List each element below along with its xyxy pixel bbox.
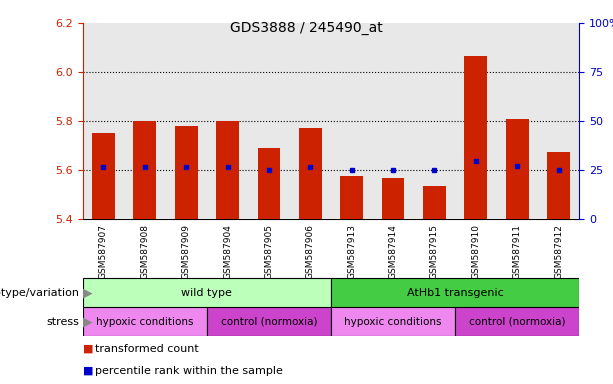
Bar: [216, 121, 239, 219]
Text: hypoxic conditions: hypoxic conditions: [96, 316, 194, 327]
Bar: [340, 176, 363, 219]
Text: hypoxic conditions: hypoxic conditions: [345, 316, 442, 327]
Bar: [547, 152, 570, 219]
Text: percentile rank within the sample: percentile rank within the sample: [95, 366, 283, 376]
Text: transformed count: transformed count: [95, 344, 199, 354]
Text: wild type: wild type: [181, 288, 232, 298]
Text: control (normoxia): control (normoxia): [469, 316, 565, 327]
Text: GSM587915: GSM587915: [430, 223, 439, 279]
Text: GDS3888 / 245490_at: GDS3888 / 245490_at: [230, 21, 383, 35]
Text: ▶: ▶: [83, 315, 93, 328]
Text: GSM587911: GSM587911: [512, 223, 522, 279]
Bar: [83, 307, 207, 336]
Bar: [299, 128, 322, 219]
Bar: [465, 56, 487, 219]
Bar: [257, 148, 280, 219]
Bar: [382, 179, 405, 219]
Bar: [506, 119, 528, 219]
Text: AtHb1 transgenic: AtHb1 transgenic: [407, 288, 503, 298]
Text: GSM587914: GSM587914: [389, 223, 398, 278]
Text: ■: ■: [83, 366, 93, 376]
Text: control (normoxia): control (normoxia): [221, 316, 317, 327]
Bar: [455, 307, 579, 336]
Bar: [134, 121, 156, 219]
Text: ▶: ▶: [83, 286, 93, 299]
Text: GSM587904: GSM587904: [223, 223, 232, 278]
Text: ■: ■: [83, 344, 93, 354]
Text: GSM587909: GSM587909: [181, 223, 191, 279]
Text: GSM587905: GSM587905: [264, 223, 273, 279]
Text: stress: stress: [47, 316, 80, 327]
Text: GSM587908: GSM587908: [140, 223, 150, 279]
Bar: [83, 278, 331, 307]
Bar: [207, 307, 331, 336]
Bar: [175, 126, 197, 219]
Text: GSM587906: GSM587906: [306, 223, 315, 279]
Bar: [331, 278, 579, 307]
Text: GSM587912: GSM587912: [554, 223, 563, 278]
Bar: [331, 307, 455, 336]
Text: GSM587913: GSM587913: [347, 223, 356, 279]
Bar: [423, 186, 446, 219]
Text: genotype/variation: genotype/variation: [0, 288, 80, 298]
Text: GSM587910: GSM587910: [471, 223, 481, 279]
Bar: [92, 133, 115, 219]
Text: GSM587907: GSM587907: [99, 223, 108, 279]
